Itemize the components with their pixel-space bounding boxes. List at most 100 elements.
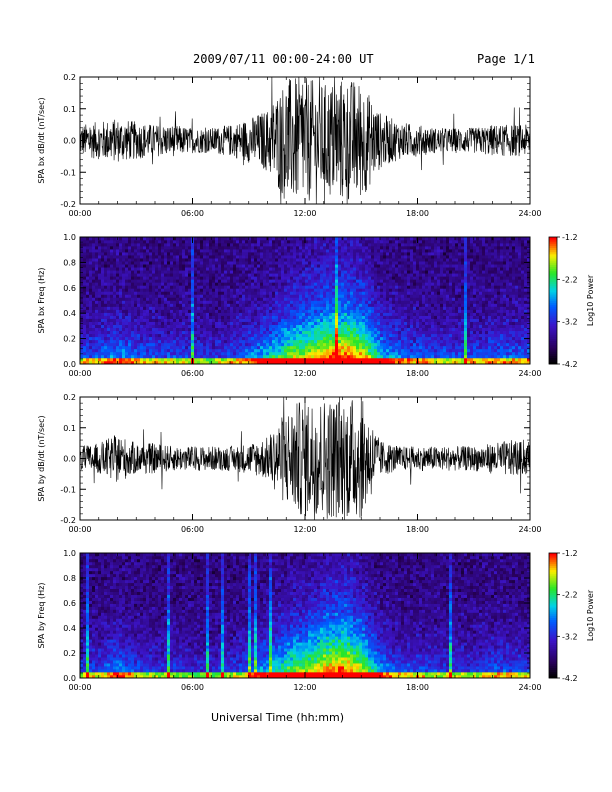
y-tick-label: 0.1 (63, 105, 76, 114)
spectrogram-cell (254, 276, 258, 280)
spectrogram-cell (230, 264, 234, 268)
spectrogram-cell (329, 270, 333, 274)
spectrogram-cell (95, 327, 99, 332)
spectrogram-cell (92, 327, 96, 332)
spectrogram-cell (101, 309, 105, 313)
spectrogram-cell (374, 285, 378, 289)
spectrogram-cell (323, 303, 327, 307)
spectrogram-cell (233, 321, 237, 325)
spectrogram-cell (353, 288, 357, 292)
x-tick-label: 00:00 (68, 209, 91, 218)
spectrogram-cell (263, 321, 267, 325)
spectrogram-cell (323, 273, 327, 277)
spectrogram-cell (89, 240, 93, 244)
spectrogram-cell (134, 258, 138, 262)
spectrogram-cell (122, 327, 126, 332)
spectrogram-cell (317, 306, 321, 310)
spectrogram-cell (95, 258, 99, 262)
spectrogram-cell (407, 360, 411, 365)
spectrogram-cell (269, 285, 273, 289)
spectrogram-cell (161, 348, 165, 353)
spectrogram-cell (377, 309, 381, 313)
spectrogram-cell (305, 291, 309, 295)
spectrogram-cell (224, 342, 228, 347)
spectrogram-cell (218, 279, 222, 283)
spectrogram-cell (86, 333, 90, 338)
spectrogram-cell (86, 348, 90, 353)
spectrogram-cell (230, 267, 234, 271)
spectrogram-cell (314, 309, 318, 313)
spectrogram-cell (224, 348, 228, 353)
spectrogram-cell (308, 315, 312, 319)
spectrogram-cell (299, 297, 303, 301)
spectrogram-cell (425, 321, 429, 325)
spectrogram-cell (206, 345, 210, 350)
spectrogram-cell (362, 252, 366, 256)
spectrogram-cell (92, 354, 96, 359)
spectrogram-cell (302, 285, 306, 289)
spectrogram-cell (119, 306, 123, 310)
spectrogram-cell (263, 345, 267, 350)
spectrogram-cell (386, 291, 390, 295)
spectrogram-cell (323, 297, 327, 301)
spectrogram-cell (401, 258, 405, 262)
spectrogram-cell (212, 306, 216, 310)
spectrogram-cell (233, 252, 237, 256)
spectrogram-cell (392, 252, 396, 256)
spectrogram-cell (332, 357, 336, 362)
spectrogram-cell (110, 264, 114, 268)
spectrogram-cell (299, 309, 303, 313)
spectrogram-cell (338, 291, 342, 295)
spectrogram-cell (164, 339, 168, 344)
spectrogram-cell (203, 273, 207, 277)
spectrogram-cell (371, 240, 375, 244)
spectrogram-cell (278, 240, 282, 244)
spectrogram-cell (338, 351, 342, 356)
spectrogram-cell (353, 312, 357, 316)
spectrogram-cell (278, 330, 282, 335)
spectrogram-cell (260, 315, 264, 319)
spectrogram-cell (173, 315, 177, 319)
spectrogram-cell (149, 333, 153, 338)
spectrogram-cell (203, 354, 207, 359)
spectrogram-cell (338, 315, 342, 319)
spectrogram-cell (305, 270, 309, 274)
spectrogram-cell (101, 252, 105, 256)
spectrogram-cell (125, 336, 129, 341)
spectrogram-cell (242, 261, 246, 265)
spectrogram-cell (245, 246, 249, 250)
spectrogram-cell (176, 267, 180, 271)
spectrogram-cell (176, 357, 180, 362)
spectrogram-cell (83, 255, 87, 259)
spectrogram-cell (158, 360, 162, 365)
spectrogram-cell (317, 267, 321, 271)
spectrogram-cell (176, 339, 180, 344)
spectrogram-cell (392, 321, 396, 325)
spectrogram-cell (335, 333, 339, 338)
spectrogram-cell (239, 336, 243, 341)
spectrogram-cell (263, 300, 267, 304)
spectrogram-cell (296, 297, 300, 301)
spectrogram-cell (128, 261, 132, 265)
spectrogram-cell (299, 282, 303, 286)
spectrogram-cell (116, 249, 120, 253)
spectrogram-cell (296, 333, 300, 338)
spectrogram-cell (146, 345, 150, 350)
spectrogram-cell (413, 309, 417, 313)
spectrogram-cell (317, 285, 321, 289)
spectrogram-cell (236, 288, 240, 292)
spectrogram-cell (221, 267, 225, 271)
spectrogram-cell (293, 345, 297, 350)
spectrogram-cell (365, 333, 369, 338)
spectrogram-cell (116, 303, 120, 307)
spectrogram-cell (140, 249, 144, 253)
spectrogram-cell (401, 315, 405, 319)
spectrogram-cell (419, 318, 423, 322)
spectrogram-cell (251, 324, 255, 329)
spectrogram-cell (206, 258, 210, 262)
spectrogram-cell (95, 300, 99, 304)
spectrogram-cell (122, 300, 126, 304)
spectrogram-cell (158, 255, 162, 259)
spectrogram-cell (317, 273, 321, 277)
spectrogram-cell (341, 255, 345, 259)
